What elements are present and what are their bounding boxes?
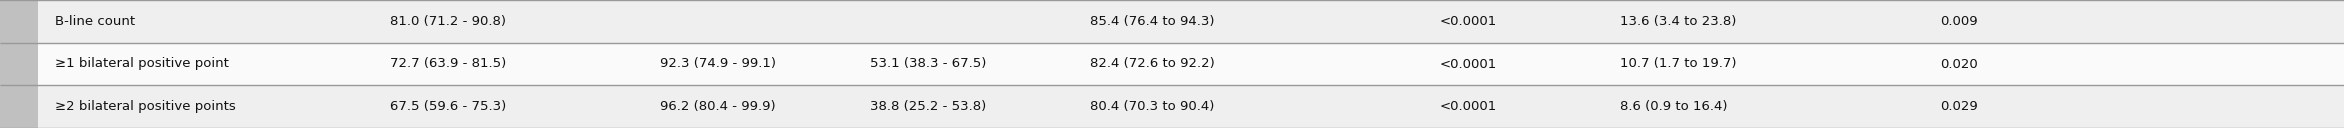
- Text: <0.0001: <0.0001: [1439, 100, 1498, 113]
- Text: B-line count: B-line count: [54, 15, 136, 28]
- Text: ≥1 bilateral positive point: ≥1 bilateral positive point: [54, 57, 230, 71]
- Text: 67.5 (59.6 - 75.3): 67.5 (59.6 - 75.3): [389, 100, 506, 113]
- Text: 0.020: 0.020: [1941, 57, 1978, 71]
- Text: 13.6 (3.4 to 23.8): 13.6 (3.4 to 23.8): [1620, 15, 1737, 28]
- Text: 82.4 (72.6 to 92.2): 82.4 (72.6 to 92.2): [1090, 57, 1214, 71]
- Text: 0.029: 0.029: [1941, 100, 1978, 113]
- Text: 85.4 (76.4 to 94.3): 85.4 (76.4 to 94.3): [1090, 15, 1214, 28]
- Text: 80.4 (70.3 to 90.4): 80.4 (70.3 to 90.4): [1090, 100, 1214, 113]
- Text: 96.2 (80.4 - 99.9): 96.2 (80.4 - 99.9): [661, 100, 776, 113]
- Text: <0.0001: <0.0001: [1439, 57, 1498, 71]
- Text: 10.7 (1.7 to 19.7): 10.7 (1.7 to 19.7): [1620, 57, 1737, 71]
- Bar: [0, 0, 38, 128]
- Bar: [0, 43, 2344, 85]
- Text: 38.8 (25.2 - 53.8): 38.8 (25.2 - 53.8): [870, 100, 987, 113]
- Text: <0.0001: <0.0001: [1439, 15, 1498, 28]
- Text: 72.7 (63.9 - 81.5): 72.7 (63.9 - 81.5): [389, 57, 506, 71]
- Text: 92.3 (74.9 - 99.1): 92.3 (74.9 - 99.1): [661, 57, 776, 71]
- Text: 0.009: 0.009: [1941, 15, 1978, 28]
- Text: ≥2 bilateral positive points: ≥2 bilateral positive points: [54, 100, 237, 113]
- Bar: [0, 85, 2344, 128]
- Text: 53.1 (38.3 - 67.5): 53.1 (38.3 - 67.5): [870, 57, 987, 71]
- Text: 8.6 (0.9 to 16.4): 8.6 (0.9 to 16.4): [1620, 100, 1728, 113]
- Text: 81.0 (71.2 - 90.8): 81.0 (71.2 - 90.8): [389, 15, 506, 28]
- Bar: [0, 0, 2344, 43]
